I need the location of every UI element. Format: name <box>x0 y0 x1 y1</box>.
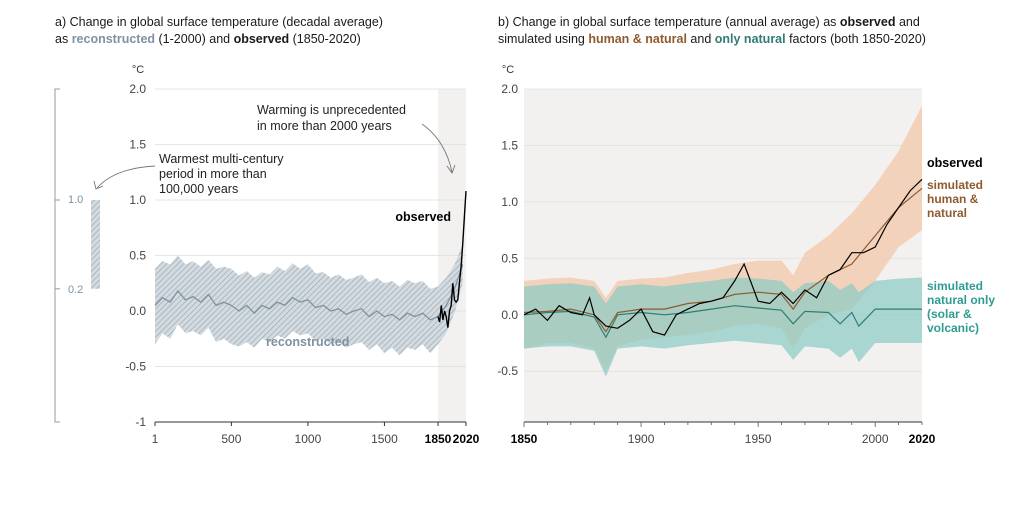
sidebar-upper-label: 1.0 <box>68 194 83 206</box>
sidebar-lower-label: 0.2 <box>68 284 83 296</box>
observed-line-a <box>437 191 467 328</box>
panel-a-ytick-label: -1 <box>135 415 146 429</box>
annotation-warmest-line1: Warmest multi-century <box>159 152 284 166</box>
label-natural-line3: (solar & <box>927 307 972 321</box>
arrow-warmest <box>96 165 156 189</box>
panel-b-xtick-label: 1900 <box>628 432 655 446</box>
annotation-observed-a: observed <box>395 210 451 224</box>
natural-only-line <box>523 305 922 339</box>
label-human-line3: natural <box>927 206 967 220</box>
panel-b-title-line1: b) Change in global surface temperature … <box>498 14 926 31</box>
label-human: simulated human & natural <box>927 178 983 220</box>
annotation-warmest-line2: period in more than <box>159 167 267 181</box>
label-natural-line1: simulated <box>927 279 983 293</box>
panel-b-ytick-label: 1.5 <box>501 138 518 152</box>
panel-a-title-line2-suffix: (1850-2020) <box>289 32 361 46</box>
panel-b-title-human: human & natural <box>588 32 687 46</box>
sidebar-hatched-range <box>91 200 100 289</box>
panel-b-unit: °C <box>502 64 514 76</box>
label-natural: simulated natural only (solar & volcanic… <box>927 279 995 335</box>
arrow-unprecedented <box>421 123 453 173</box>
panel-b-title-observed: observed <box>839 15 896 29</box>
label-human-line2: human & <box>927 192 979 206</box>
annotation-reconstructed: reconstructed <box>266 335 349 349</box>
panel-a-ytick-label: -0.5 <box>125 360 146 374</box>
label-human-line1: simulated <box>927 178 983 192</box>
label-natural-line2: natural only <box>927 293 995 307</box>
sidebar-bracket <box>54 88 60 423</box>
panel-a-xtick-label: 2020 <box>453 432 480 446</box>
panel-a-ytick-label: 1.5 <box>129 138 146 152</box>
panel-b-xtick-label: 2000 <box>862 432 889 446</box>
natural-only-band <box>524 277 922 377</box>
panel-a-xtick-label: 1 <box>152 432 159 446</box>
panel-a-ytick-label: 0.5 <box>129 249 146 263</box>
panel-a-xtick-label: 1000 <box>295 432 322 446</box>
panel-a-title-line1: a) Change in global surface temperature … <box>55 15 383 29</box>
panel-a-unit: °C <box>132 64 144 76</box>
panel-b-ytick-label: 0.5 <box>501 251 518 265</box>
label-observed-b: observed <box>927 156 983 170</box>
panel-b-title-line2: simulated using human & natural and only… <box>498 31 926 48</box>
panel-b-title-line2-suffix: factors (both 1850-2020) <box>785 32 926 46</box>
reconstructed-uncertainty-band <box>155 244 463 356</box>
panel-a-title-reconstructed: reconstructed <box>71 32 156 46</box>
panel-b-ytick-label: -0.5 <box>497 364 518 378</box>
panel-b-title-line2-mid: and <box>686 32 715 46</box>
panel-a-xtick-label: 1850 <box>425 432 452 446</box>
panel-b-ytick-label: 1.0 <box>501 195 518 209</box>
annotation-unprecedented-line2: in more than 2000 years <box>257 119 392 133</box>
panel-a-chart: 2.01.51.00.50.0-0.5-11 500 1000 1500 1850 202… <box>54 82 480 446</box>
arrow-unprecedented-head <box>446 164 456 174</box>
panel-b-ytick-label: 2.0 <box>501 82 518 96</box>
panel-a-title: a) Change in global surface temperature … <box>55 14 383 48</box>
panel-a-ytick-label: 2.0 <box>129 82 146 96</box>
panel-b-xtick-label: 1950 <box>745 432 772 446</box>
panel-a-ytick-label: 1.0 <box>129 193 146 207</box>
annotation-warmest: Warmest multi-century period in more tha… <box>159 152 284 196</box>
panel-b-xtick-label: 2020 <box>909 432 936 446</box>
arrow-warmest-head <box>93 180 104 190</box>
panel-a-xtick-label: 1500 <box>371 432 398 446</box>
reconstructed-line <box>154 264 464 321</box>
panel-a-title-observed: observed <box>233 32 290 46</box>
annotation-unprecedented-line1: Warming is unprecedented <box>257 103 406 117</box>
panel-b-chart: 2.0 1.5 1.0 0.5 0.0 -0.5 1850 1900 1950 2000 2020 <box>497 82 935 446</box>
label-natural-line4: volcanic) <box>927 321 979 335</box>
annotation-unprecedented: Warming is unprecedented in more than 20… <box>257 103 406 133</box>
panel-b-xtick-label: 1850 <box>511 432 538 446</box>
panel-a-xtick-label: 500 <box>221 432 241 446</box>
panel-b-ytick-label: 0.0 <box>501 308 518 322</box>
panel-b-title-line2-prefix: simulated using <box>498 32 589 46</box>
panel-b-title-natural: only natural <box>714 32 786 46</box>
panel-a-ytick-label: 0.0 <box>129 304 146 318</box>
observed-line-b <box>523 178 923 336</box>
panel-b-title-line1-suffix: and <box>895 15 920 29</box>
panel-a-title-line2-mid: (1-2000) and <box>155 32 234 46</box>
annotation-warmest-line3: 100,000 years <box>159 182 238 196</box>
panel-b-title-line1-prefix: b) Change in global surface temperature … <box>498 15 840 29</box>
panel-a-title-line2: as reconstructed (1-2000) and observed (… <box>55 31 383 48</box>
panel-b-title: b) Change in global surface temperature … <box>498 14 926 48</box>
panel-a-title-line2-prefix: as <box>55 32 72 46</box>
